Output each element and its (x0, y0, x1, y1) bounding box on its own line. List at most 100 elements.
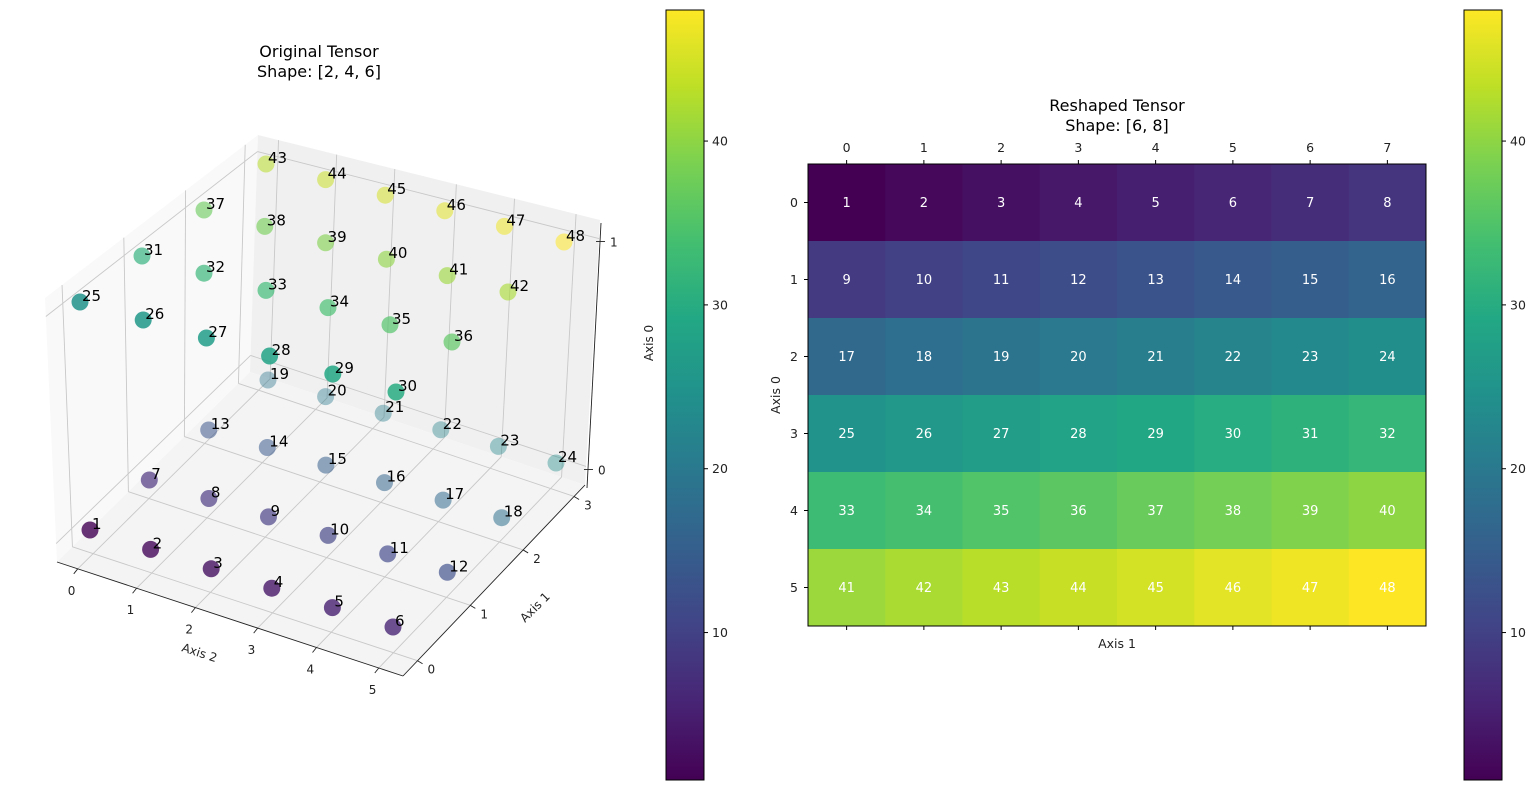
point-label: 27 (208, 323, 227, 341)
heatmap-cell (1039, 164, 1118, 242)
heatmap-cell (885, 164, 963, 242)
axis1-label: Axis 1 (517, 590, 553, 626)
x-tick-label: 3 (1074, 140, 1082, 155)
colorbar-tick-label: 40 (1510, 134, 1526, 149)
heatmap-cell (1117, 472, 1195, 550)
scatter-point (495, 217, 513, 235)
axis2-tick-label: 0 (68, 584, 76, 598)
scatter-point (324, 365, 342, 383)
cell-label: 29 (1147, 427, 1164, 442)
scatter-point (140, 471, 158, 489)
axis1-tick-label: 1 (480, 607, 488, 621)
x-tick-label: 1 (920, 140, 928, 155)
heatmap-cell (962, 395, 1041, 473)
chart-title: Shape: [6, 8] (1065, 116, 1169, 135)
axis2-tick-label: 1 (127, 603, 135, 617)
grid-line (183, 190, 187, 437)
scatter-point (374, 404, 392, 422)
point-label: 32 (206, 258, 225, 276)
cell-label: 46 (1225, 581, 1242, 596)
point-label: 16 (387, 468, 406, 486)
cell-label: 14 (1225, 273, 1242, 288)
colorbar-gradient (665, 9, 705, 781)
cell-label: 47 (1302, 581, 1319, 596)
left-pane (45, 135, 258, 562)
point-label: 30 (398, 377, 417, 395)
y-tick-label: 3 (790, 426, 798, 441)
grid-line (250, 354, 587, 467)
cell-label: 21 (1147, 350, 1164, 365)
axis1-tick (522, 549, 529, 554)
cell-label: 20 (1070, 350, 1087, 365)
cell-label: 3 (997, 196, 1005, 211)
heatmap-cell (1271, 549, 1350, 627)
axis1-tick-label: 0 (428, 663, 436, 677)
x-tick-label: 5 (1229, 140, 1237, 155)
cell-label: 33 (838, 504, 855, 519)
axis2-tick-label: 2 (185, 623, 193, 637)
grid-line (61, 284, 73, 547)
heatmap-cell (1271, 318, 1350, 396)
heatmap-cell (1117, 164, 1195, 242)
cell-label: 1 (842, 196, 850, 211)
y-tick-label: 0 (790, 195, 798, 210)
point-label: 45 (387, 180, 406, 198)
point-label: 43 (268, 149, 287, 167)
heatmap-cell (808, 164, 886, 242)
grid-line (184, 436, 524, 551)
scatter-point (81, 521, 99, 539)
chart-title: Original Tensor (259, 42, 379, 61)
grid-line (238, 382, 575, 497)
scatter-point (384, 618, 402, 636)
heatmap-cell (1194, 472, 1272, 550)
heatmap-cell (1117, 549, 1195, 627)
heatmap-cell (962, 318, 1041, 396)
axis2-tick (312, 647, 317, 653)
scatter-point (317, 456, 335, 474)
scatter-point (200, 421, 218, 439)
cell-label: 43 (993, 581, 1010, 596)
x-tick-label: 6 (1306, 140, 1314, 155)
cell-label: 30 (1225, 427, 1242, 442)
x-axis-label: Axis 1 (1098, 636, 1136, 651)
heatmap-cell (1117, 318, 1195, 396)
axis0-tick-label: 1 (610, 236, 618, 250)
cell-label: 44 (1070, 581, 1087, 596)
grid-line (128, 491, 471, 606)
grid-line (383, 168, 396, 418)
back-pane (250, 135, 600, 485)
cell-label: 2 (920, 196, 928, 211)
scatter-point (489, 437, 507, 455)
scatter-point (257, 281, 275, 299)
colorbar-left: 10 20 30 40 (665, 9, 728, 781)
point-label: 8 (211, 484, 221, 502)
grid-line (500, 198, 515, 457)
point-label: 44 (328, 165, 347, 183)
colorbar-tick-label: 20 (712, 461, 728, 476)
point-label: 23 (500, 431, 519, 449)
cell-label: 37 (1147, 504, 1164, 519)
cell-label: 42 (916, 581, 933, 596)
point-label: 1 (92, 515, 102, 533)
heatmap-cell (1039, 241, 1118, 319)
grid-line (55, 355, 251, 544)
heatmap-cell (962, 164, 1041, 242)
grid-line (316, 456, 502, 648)
x-tick-label: 0 (843, 140, 851, 155)
x-tick-label: 4 (1152, 140, 1160, 155)
point-label: 35 (392, 310, 411, 328)
scatter-point (258, 439, 276, 456)
point-label: 42 (510, 277, 529, 295)
y-tick-label: 2 (790, 349, 798, 364)
scatter-point (200, 490, 218, 507)
cell-label: 45 (1147, 581, 1164, 596)
point-label: 15 (328, 450, 347, 468)
point-label: 10 (330, 520, 349, 538)
scatter-point (376, 186, 394, 204)
scatter-point (493, 509, 511, 527)
cell-label: 7 (1306, 196, 1314, 211)
heatmap-cell (1117, 395, 1195, 473)
heatmap-cell (1117, 241, 1195, 319)
